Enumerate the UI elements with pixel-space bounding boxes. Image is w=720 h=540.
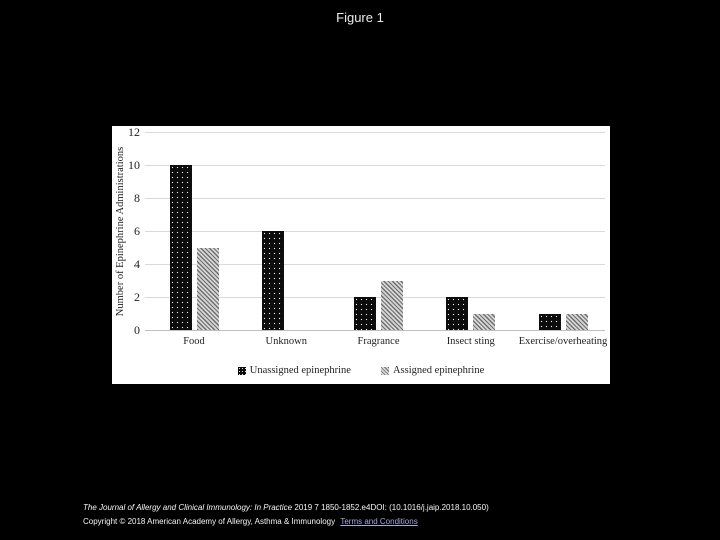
y-tick-label: 0	[134, 323, 140, 337]
bar-unassigned-epinephrine-exercise-overheating	[538, 313, 561, 330]
legend-item-assigned-epinephrine: Assigned epinephrine	[380, 365, 485, 376]
legend-swatch-icon	[237, 366, 246, 375]
bar-unassigned-epinephrine-insect-sting	[446, 297, 469, 330]
bar-unassigned-epinephrine-food	[169, 165, 192, 330]
citation: The Journal of Allergy and Clinical Immu…	[83, 501, 489, 529]
x-axis-label: Insect sting	[446, 336, 495, 347]
y-tick-label: 10	[128, 158, 140, 172]
citation-line-1: The Journal of Allergy and Clinical Immu…	[83, 501, 489, 515]
gridline-6	[145, 231, 605, 232]
legend-label: Assigned epinephrine	[392, 365, 485, 376]
gridline-8	[145, 198, 605, 199]
legend-label: Unassigned epinephrine	[249, 365, 351, 376]
gridline-12	[145, 132, 605, 133]
x-axis-label: Unknown	[265, 336, 307, 347]
y-tick-label: 6	[134, 224, 140, 238]
terms-and-conditions-link[interactable]: Terms and Conditions	[340, 517, 418, 526]
y-tick-label: 4	[134, 257, 140, 271]
gridline-0	[145, 330, 605, 331]
journal-name: The Journal of Allergy and Clinical Immu…	[83, 503, 293, 512]
x-axis-label: Fragrance	[357, 336, 400, 347]
citation-line-2: Copyright © 2018 American Academy of All…	[83, 515, 489, 529]
x-axis-label: Exercise/overheating	[518, 336, 608, 347]
gridline-10	[145, 165, 605, 166]
bar-assigned-epinephrine-food	[196, 247, 219, 330]
copyright-text: Copyright © 2018 American Academy of All…	[83, 517, 336, 526]
x-axis-label: Food	[183, 336, 205, 347]
y-tick-label: 2	[134, 290, 140, 304]
bar-unassigned-epinephrine-unknown	[261, 231, 284, 330]
legend-swatch-icon	[380, 366, 389, 375]
bar-assigned-epinephrine-insect-sting	[473, 313, 496, 330]
citation-reference: 2019 7 1850-1852.e4DOI: (10.1016/j.jaip.…	[294, 503, 489, 512]
bar-assigned-epinephrine-fragrance	[381, 280, 403, 330]
legend-item-unassigned-epinephrine: Unassigned epinephrine	[237, 365, 351, 376]
figure-title: Figure 1	[336, 10, 384, 25]
bar-unassigned-epinephrine-fragrance	[354, 297, 376, 330]
y-tick-label: 12	[128, 125, 140, 139]
gridline-4	[145, 264, 605, 265]
bar-assigned-epinephrine-exercise-overheating	[565, 313, 588, 330]
y-tick-label: 8	[134, 191, 140, 205]
chart-legend: Unassigned epinephrine Assigned epinephri…	[112, 365, 610, 376]
